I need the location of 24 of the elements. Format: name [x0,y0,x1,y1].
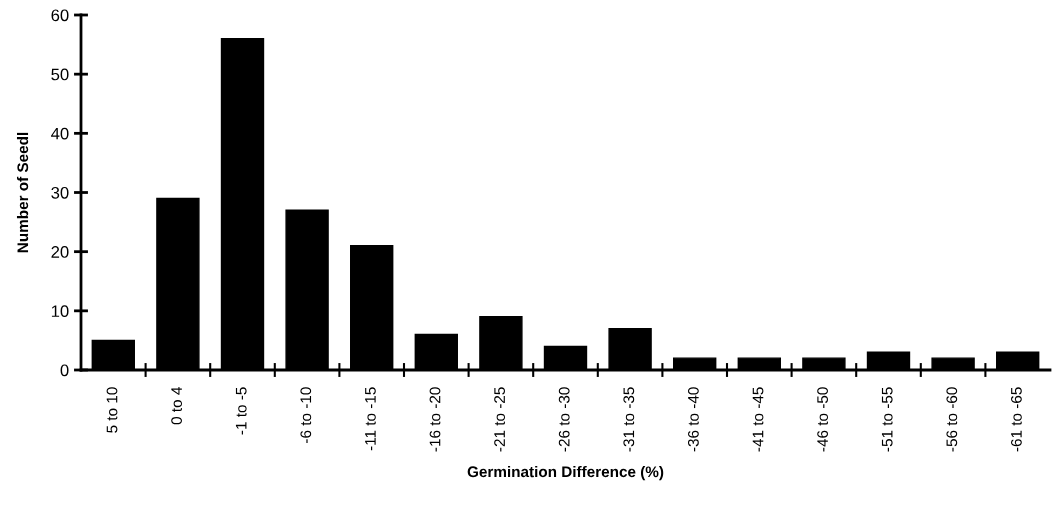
x-tick-label: -46 to -50 [817,387,828,452]
y-tick-label: 30 [51,186,69,199]
x-tick-label: -1 to -5 [235,387,247,435]
x-tick-label: -31 to -35 [623,387,635,452]
y-tick-label: 0 [60,364,69,377]
y-tick-label: 50 [51,68,69,81]
x-tick-label: -11 to -15 [365,387,376,451]
x-tick-label: -21 to -25 [494,387,505,452]
x-tick-label: -41 to -45 [752,387,764,452]
x-tick-label: -6 to -10 [300,387,312,443]
y-tick-label: 20 [51,246,69,258]
x-tick-label: -56 to -60 [946,387,958,452]
y-axis-title: Number of Seedl [16,132,29,253]
x-tick-label: 0 to 4 [171,387,182,425]
x-tick-label: -36 to -40 [687,387,699,452]
y-tick-label: 40 [51,127,69,140]
x-tick-label: -61 to -65 [1010,387,1022,452]
x-tick-label: -26 to -30 [558,387,570,452]
y-tick-label: 10 [51,305,69,318]
x-tick-label: -51 to -55 [881,387,893,452]
x-tick-label: 5 to 10 [106,387,118,433]
x-tick-label: -16 to -20 [429,387,441,452]
y-tick-label: 60 [51,9,69,22]
x-axis-title: Germination Difference (%) [467,465,664,481]
